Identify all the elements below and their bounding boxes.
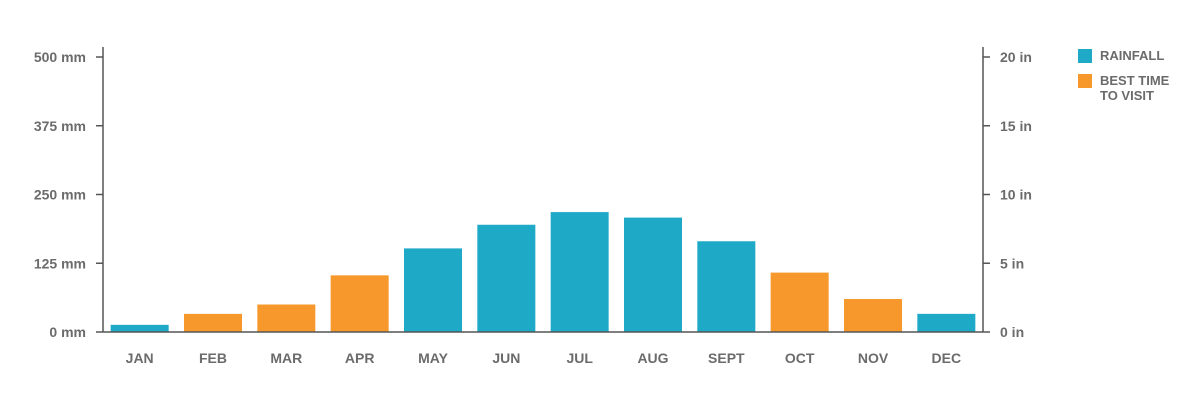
x-tick-label-jul: JUL	[566, 350, 593, 366]
x-tick-label-feb: FEB	[199, 350, 227, 366]
right-tick-label-15: 15 in	[1000, 118, 1032, 134]
labels-group: JAN FEB MAR APR MAY JUN JUL AUG SEPT OCT NOV DEC 0 m…	[34, 49, 1032, 366]
right-tick-label-10: 10 in	[1000, 187, 1032, 203]
legend-item-best-time: BEST TIME TO VISIT	[1078, 73, 1188, 103]
bar-feb	[184, 313, 242, 332]
left-tick-label-500: 500 mm	[34, 49, 86, 65]
left-tick-label-0: 0 mm	[49, 324, 86, 340]
legend-item-rainfall: RAINFALL	[1078, 48, 1188, 63]
left-tick-label-250: 250 mm	[34, 187, 86, 203]
bar-aug	[624, 217, 682, 332]
x-tick-label-nov: NOV	[858, 350, 889, 366]
x-tick-label-jan: JAN	[126, 350, 154, 366]
x-tick-label-sept: SEPT	[708, 350, 745, 366]
x-tick-label-jun: JUN	[492, 350, 520, 366]
x-tick-label-mar: MAR	[270, 350, 302, 366]
bar-mar	[257, 304, 316, 332]
bar-dec	[917, 313, 976, 332]
axes-group	[96, 47, 990, 333]
bar-apr	[330, 275, 389, 332]
left-tick-label-125: 125 mm	[34, 255, 86, 271]
bar-jul	[550, 212, 609, 332]
bar-oct	[770, 272, 829, 332]
bar-sept	[697, 241, 756, 332]
right-tick-label-5: 5 in	[1000, 255, 1024, 271]
legend: RAINFALL BEST TIME TO VISIT	[1078, 48, 1188, 113]
x-tick-label-oct: OCT	[785, 350, 815, 366]
bar-nov	[844, 299, 902, 332]
left-tick-label-375: 375 mm	[34, 118, 86, 134]
bar-may	[404, 248, 462, 332]
legend-label-rainfall: RAINFALL	[1100, 48, 1165, 63]
bars-group	[110, 212, 976, 332]
x-tick-label-dec: DEC	[932, 350, 962, 366]
legend-label-best-time: BEST TIME TO VISIT	[1100, 73, 1170, 103]
legend-swatch-best-time	[1078, 74, 1092, 88]
x-tick-label-may: MAY	[418, 350, 448, 366]
right-tick-label-20: 20 in	[1000, 49, 1032, 65]
legend-swatch-rainfall	[1078, 49, 1092, 63]
x-tick-label-aug: AUG	[637, 350, 668, 366]
right-tick-label-0: 0 in	[1000, 324, 1024, 340]
bar-jan	[110, 324, 169, 332]
x-tick-label-apr: APR	[345, 350, 375, 366]
bar-jun	[477, 224, 536, 332]
